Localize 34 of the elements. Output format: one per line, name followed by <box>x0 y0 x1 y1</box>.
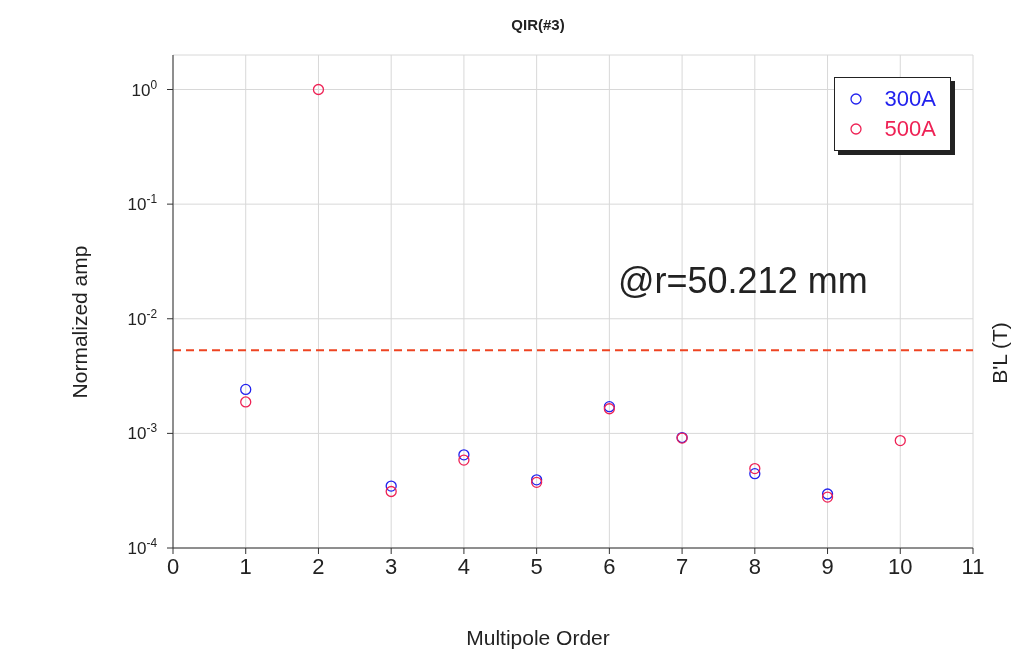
point <box>385 480 397 492</box>
x-tick-label: 7 <box>675 554 689 579</box>
point <box>894 434 906 447</box>
x-tick-label: 0 <box>166 554 180 579</box>
x-tick-label: 5 <box>530 554 543 579</box>
y-tick-label: 10$^{-1}$ <box>127 192 158 215</box>
annotation: @r=50.212 mm <box>618 260 868 302</box>
y2-axis-title: B'L (T) <box>988 322 1012 384</box>
point <box>240 396 252 408</box>
y-tick-label: 10$^{0}$ <box>131 77 158 100</box>
point <box>240 383 252 396</box>
y-tick-label: 10$^{-3}$ <box>127 421 158 444</box>
legend-label: 500A <box>884 115 936 143</box>
x-tick-label: 6 <box>603 554 616 579</box>
point <box>749 462 761 475</box>
legend-label: 300A <box>884 85 936 113</box>
x-tick-label: 3 <box>385 554 398 579</box>
x-tick-label: 10 <box>888 554 913 579</box>
x-tick-label: 4 <box>457 554 471 579</box>
x-axis-title: Multipole Order <box>465 626 611 650</box>
point <box>749 468 761 480</box>
y-tick-label: 10$^{-2}$ <box>127 306 158 329</box>
x-tick-label: 1 <box>239 554 252 579</box>
point <box>312 83 325 96</box>
x-tick-label: 8 <box>748 554 761 579</box>
y-tick-label: 10$^{-4}$ <box>127 536 158 558</box>
point <box>385 485 397 498</box>
point <box>458 454 470 466</box>
x-tick-label: 11 <box>961 554 985 579</box>
y-axis-title: Normalized amp <box>68 245 92 398</box>
x-tick-label: 2 <box>312 554 325 579</box>
point <box>458 449 470 461</box>
chart-title: QIR(#3) <box>510 16 566 33</box>
x-tick-label: 9 <box>821 554 834 579</box>
